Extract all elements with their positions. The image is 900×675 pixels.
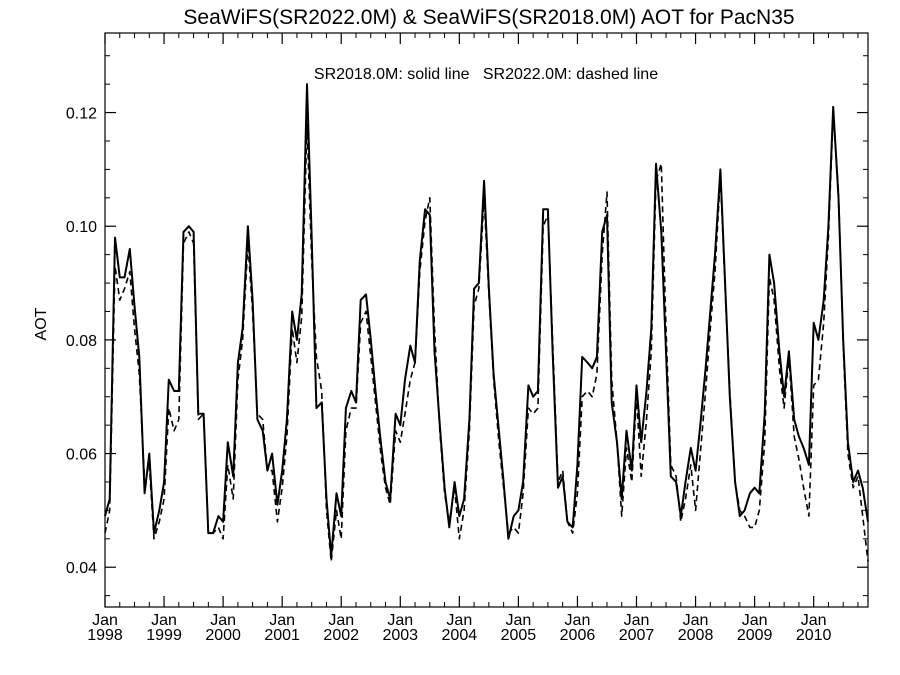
- y-tick-label: 0.10: [66, 219, 97, 236]
- x-tick-month-label: Jan: [387, 612, 413, 629]
- x-tick-year-label: 2007: [619, 627, 655, 644]
- x-tick-month-label: Jan: [269, 612, 295, 629]
- x-tick-month-label: Jan: [210, 612, 236, 629]
- x-tick-month-label: Jan: [328, 612, 354, 629]
- x-tick-month-label: Jan: [742, 612, 768, 629]
- x-tick-month-label: Jan: [683, 612, 709, 629]
- x-tick-year-label: 2005: [501, 627, 537, 644]
- x-tick-year-label: 2001: [264, 627, 300, 644]
- y-tick-label: 0.06: [66, 447, 97, 464]
- y-axis-label: AOT: [33, 307, 50, 340]
- x-tick-year-label: 2002: [323, 627, 359, 644]
- x-tick-year-label: 2008: [678, 627, 714, 644]
- x-tick-month-label: Jan: [801, 612, 827, 629]
- x-tick-month-label: Jan: [92, 612, 118, 629]
- series-layer: [104, 83, 869, 563]
- x-tick-month-label: Jan: [505, 612, 531, 629]
- x-tick-year-label: 1999: [146, 627, 182, 644]
- plot-frame: [104, 32, 869, 608]
- x-tick-year-label: 1998: [87, 627, 123, 644]
- y-tick-label: 0.12: [66, 106, 97, 123]
- x-tick-month-label: Jan: [565, 612, 591, 629]
- x-tick-month-label: Jan: [446, 612, 472, 629]
- x-tick-year-label: 2003: [382, 627, 418, 644]
- series-line-sr2018-0m: [104, 83, 869, 557]
- series-line-sr2022-0m: [104, 111, 869, 563]
- x-tick-year-label: 2010: [796, 627, 832, 644]
- y-axis: 0.04 0.06 0.08 0.10 0.12: [66, 55, 868, 597]
- x-tick-year-label: 2006: [560, 627, 596, 644]
- x-tick-month-label: Jan: [151, 612, 177, 629]
- y-tick-label: 0.04: [66, 560, 97, 577]
- y-axis-label-group: AOT: [33, 307, 50, 340]
- x-tick-year-label: 2009: [737, 627, 773, 644]
- x-axis: Jan1998Jan1999Jan2000Jan2001Jan2002Jan20…: [87, 33, 859, 644]
- line-style-annotation: SR2018.0M: solid line SR2022.0M: dashed …: [314, 66, 658, 83]
- x-tick-year-label: 2004: [442, 627, 478, 644]
- x-tick-month-label: Jan: [624, 612, 650, 629]
- y-tick-label: 0.08: [66, 333, 97, 350]
- x-tick-year-label: 2000: [205, 627, 241, 644]
- chart-title: SeaWiFS(SR2022.0M) & SeaWiFS(SR2018.0M) …: [183, 6, 794, 29]
